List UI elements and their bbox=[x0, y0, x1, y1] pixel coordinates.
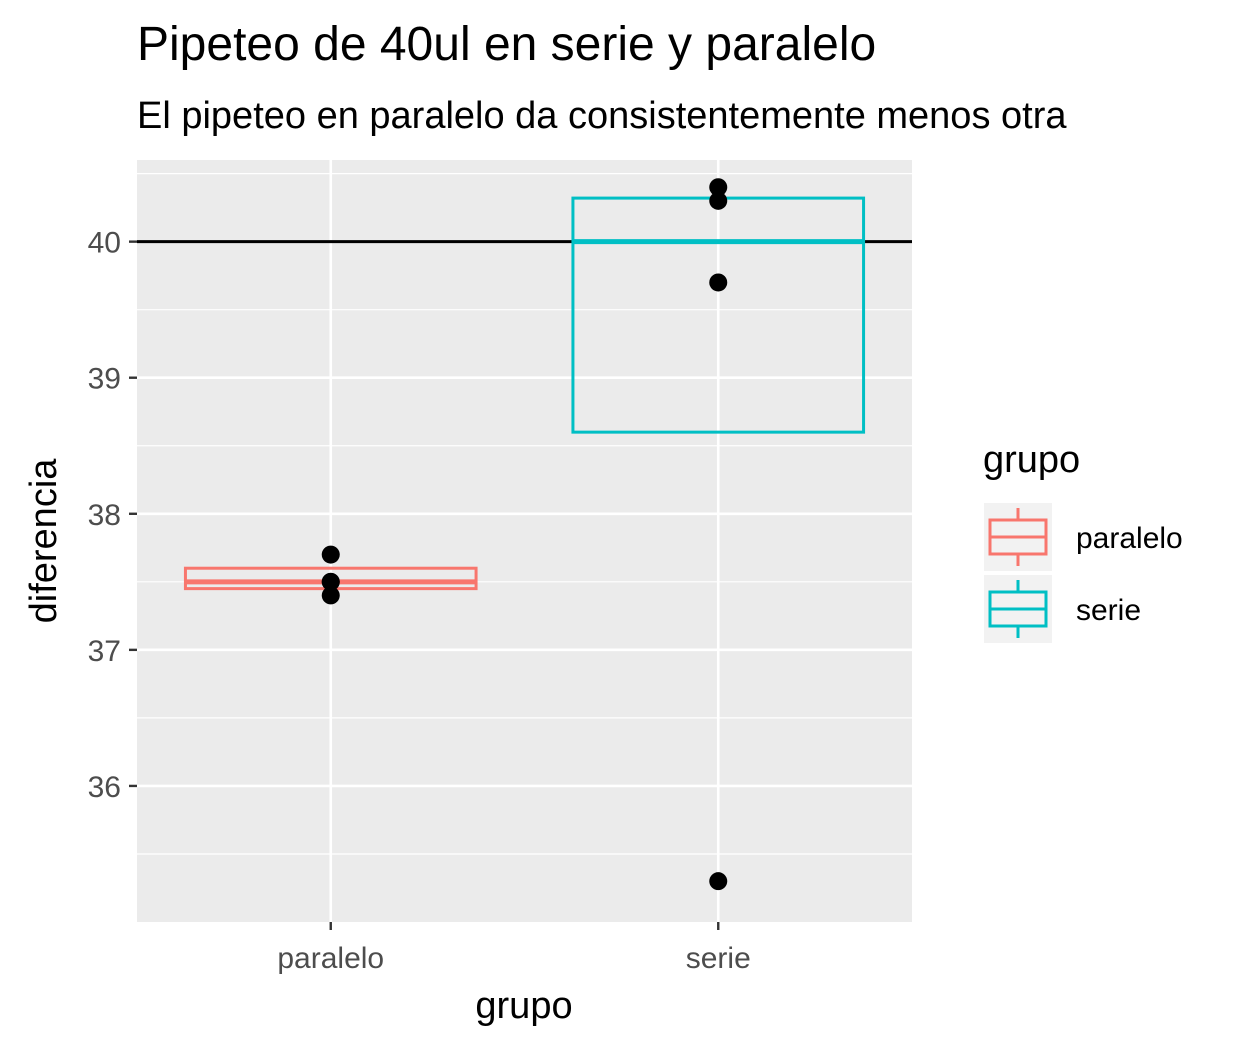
x-axis-title: grupo bbox=[475, 985, 572, 1027]
data-point-paralelo bbox=[321, 545, 340, 564]
y-axis-title: diferencia bbox=[23, 458, 65, 624]
x-axis: paralelo serie bbox=[277, 922, 751, 975]
data-point-serie bbox=[709, 191, 728, 210]
legend-key-paralelo bbox=[984, 503, 1052, 571]
data-point-serie bbox=[709, 273, 728, 292]
y-tick-label: 37 bbox=[88, 635, 121, 668]
y-tick-label: 38 bbox=[88, 499, 121, 532]
points-group bbox=[321, 178, 728, 891]
legend-key-serie bbox=[984, 575, 1052, 643]
data-point-paralelo bbox=[321, 572, 340, 591]
x-tick-label: paralelo bbox=[277, 942, 384, 975]
y-tick-label: 39 bbox=[88, 363, 121, 396]
y-axis: 36 37 38 39 40 bbox=[88, 227, 137, 804]
legend: grupo paralelo serie bbox=[983, 439, 1183, 643]
chart-subtitle: El pipeteo en paralelo da consistentemen… bbox=[137, 95, 1067, 137]
chart-title: Pipeteo de 40ul en serie y paralelo bbox=[137, 18, 876, 71]
y-tick-label: 36 bbox=[88, 771, 121, 804]
legend-label-paralelo: paralelo bbox=[1076, 522, 1183, 555]
legend-label-serie: serie bbox=[1076, 594, 1141, 627]
plot-panel bbox=[137, 160, 912, 922]
y-tick-label: 40 bbox=[88, 227, 121, 260]
legend-title: grupo bbox=[983, 439, 1080, 481]
x-tick-label: serie bbox=[686, 942, 751, 975]
data-point-serie bbox=[709, 178, 728, 197]
data-point-paralelo bbox=[321, 586, 340, 605]
data-point-serie bbox=[709, 872, 728, 891]
